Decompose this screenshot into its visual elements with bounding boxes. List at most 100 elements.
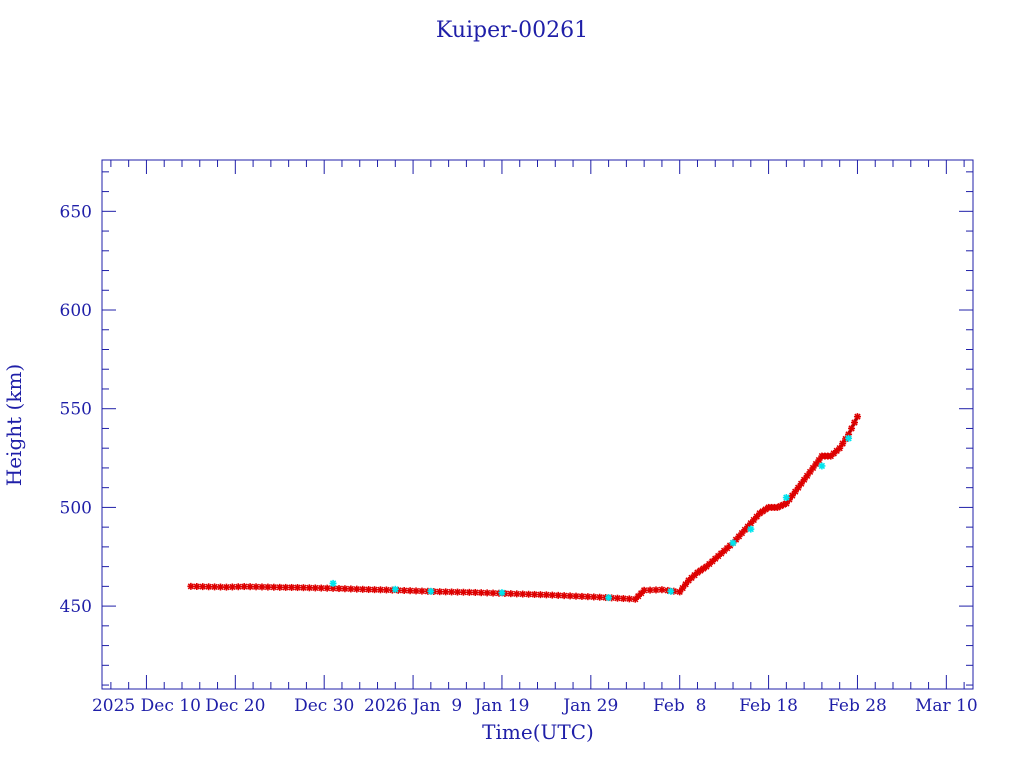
data-point bbox=[448, 588, 456, 596]
x-tick-label: Jan 29 bbox=[561, 696, 618, 716]
data-point bbox=[187, 582, 195, 590]
x-tick-label: Dec 30 bbox=[294, 696, 354, 716]
data-point bbox=[252, 583, 260, 591]
data-point-secondary bbox=[667, 587, 675, 595]
data-point bbox=[525, 590, 533, 598]
data-point bbox=[376, 586, 384, 594]
data-point bbox=[311, 584, 319, 592]
data-point bbox=[270, 583, 278, 591]
data-point bbox=[848, 424, 856, 432]
data-point bbox=[791, 488, 799, 496]
data-point bbox=[365, 586, 373, 594]
x-tick-label: Feb 8 bbox=[653, 696, 706, 716]
data-point bbox=[483, 589, 491, 597]
x-tick-label: 2026 Jan 9 bbox=[364, 696, 462, 716]
data-point bbox=[507, 590, 515, 598]
data-point bbox=[288, 583, 296, 591]
data-point bbox=[305, 584, 313, 592]
data-point bbox=[436, 588, 444, 596]
data-point bbox=[317, 584, 325, 592]
data-point bbox=[578, 592, 586, 600]
x-tick-label: Jan 19 bbox=[472, 696, 529, 716]
data-point bbox=[519, 590, 527, 598]
data-point bbox=[199, 583, 207, 591]
data-point-secondary bbox=[329, 579, 337, 587]
y-tick-label: 600 bbox=[60, 301, 92, 321]
plot-frame bbox=[101, 159, 974, 690]
data-point bbox=[652, 586, 660, 594]
data-point bbox=[839, 440, 847, 448]
data-point bbox=[596, 593, 604, 601]
data-markers bbox=[187, 413, 861, 603]
y-tick-label: 500 bbox=[60, 498, 92, 518]
data-point bbox=[613, 594, 621, 602]
data-point-secondary bbox=[427, 587, 435, 595]
data-point bbox=[477, 589, 485, 597]
data-point bbox=[418, 587, 426, 595]
data-point bbox=[590, 593, 598, 601]
data-point bbox=[658, 586, 666, 594]
chart-title: Kuiper-00261 bbox=[436, 18, 588, 43]
data-point bbox=[240, 583, 248, 591]
data-point bbox=[536, 591, 544, 599]
x-tick-label: 2025 Dec 10 bbox=[92, 696, 201, 716]
data-point bbox=[353, 585, 361, 593]
data-point bbox=[294, 584, 302, 592]
data-point-secondary bbox=[729, 539, 737, 547]
data-point bbox=[442, 588, 450, 596]
data-point bbox=[625, 595, 633, 603]
data-point bbox=[566, 592, 574, 600]
data-point bbox=[323, 584, 331, 592]
data-point bbox=[382, 586, 390, 594]
data-point bbox=[853, 413, 861, 421]
data-point bbox=[406, 587, 414, 595]
data-point bbox=[640, 586, 648, 594]
data-point bbox=[531, 590, 539, 598]
data-point bbox=[584, 593, 592, 601]
data-point bbox=[276, 583, 284, 591]
x-tick-label: Mar 10 bbox=[915, 696, 978, 716]
data-point bbox=[400, 587, 408, 595]
data-point-secondary bbox=[845, 434, 853, 442]
data-point bbox=[836, 444, 844, 452]
data-point bbox=[211, 583, 219, 591]
data-point bbox=[803, 472, 811, 480]
data-point-secondary bbox=[782, 494, 790, 502]
x-tick-label: Dec 20 bbox=[205, 696, 265, 716]
data-point bbox=[850, 419, 858, 427]
y-tick-label: 550 bbox=[60, 400, 92, 420]
x-tick-label: Feb 18 bbox=[739, 696, 798, 716]
data-point bbox=[359, 585, 367, 593]
data-point-secondary bbox=[391, 585, 399, 593]
data-point bbox=[572, 592, 580, 600]
data-point bbox=[299, 584, 307, 592]
data-point bbox=[646, 586, 654, 594]
data-point bbox=[222, 583, 230, 591]
data-point bbox=[205, 583, 213, 591]
axis-ticks bbox=[102, 160, 973, 689]
data-point bbox=[554, 591, 562, 599]
series-line bbox=[190, 416, 858, 600]
data-point bbox=[264, 583, 272, 591]
data-point bbox=[465, 588, 473, 596]
data-point bbox=[246, 583, 254, 591]
data-point bbox=[459, 588, 467, 596]
data-point bbox=[335, 585, 343, 593]
data-point-secondary bbox=[818, 462, 826, 470]
data-point bbox=[258, 583, 266, 591]
y-tick-label: 450 bbox=[60, 597, 92, 617]
tick-labels: 450 500 550 600 650 2025 Dec 10 Dec 20 Dec 30 20… bbox=[60, 202, 978, 716]
data-point bbox=[776, 502, 784, 510]
data-point bbox=[489, 589, 497, 597]
data-point bbox=[513, 590, 521, 598]
data-point bbox=[412, 587, 420, 595]
data-point bbox=[542, 591, 550, 599]
y-axis-label: Height (km) bbox=[2, 364, 26, 486]
x-axis-label: Time(UTC) bbox=[482, 720, 594, 744]
data-point bbox=[193, 582, 201, 590]
data-point bbox=[371, 586, 379, 594]
data-point bbox=[217, 583, 225, 591]
x-tick-label: Feb 28 bbox=[828, 696, 887, 716]
data-point-secondary bbox=[498, 589, 506, 597]
